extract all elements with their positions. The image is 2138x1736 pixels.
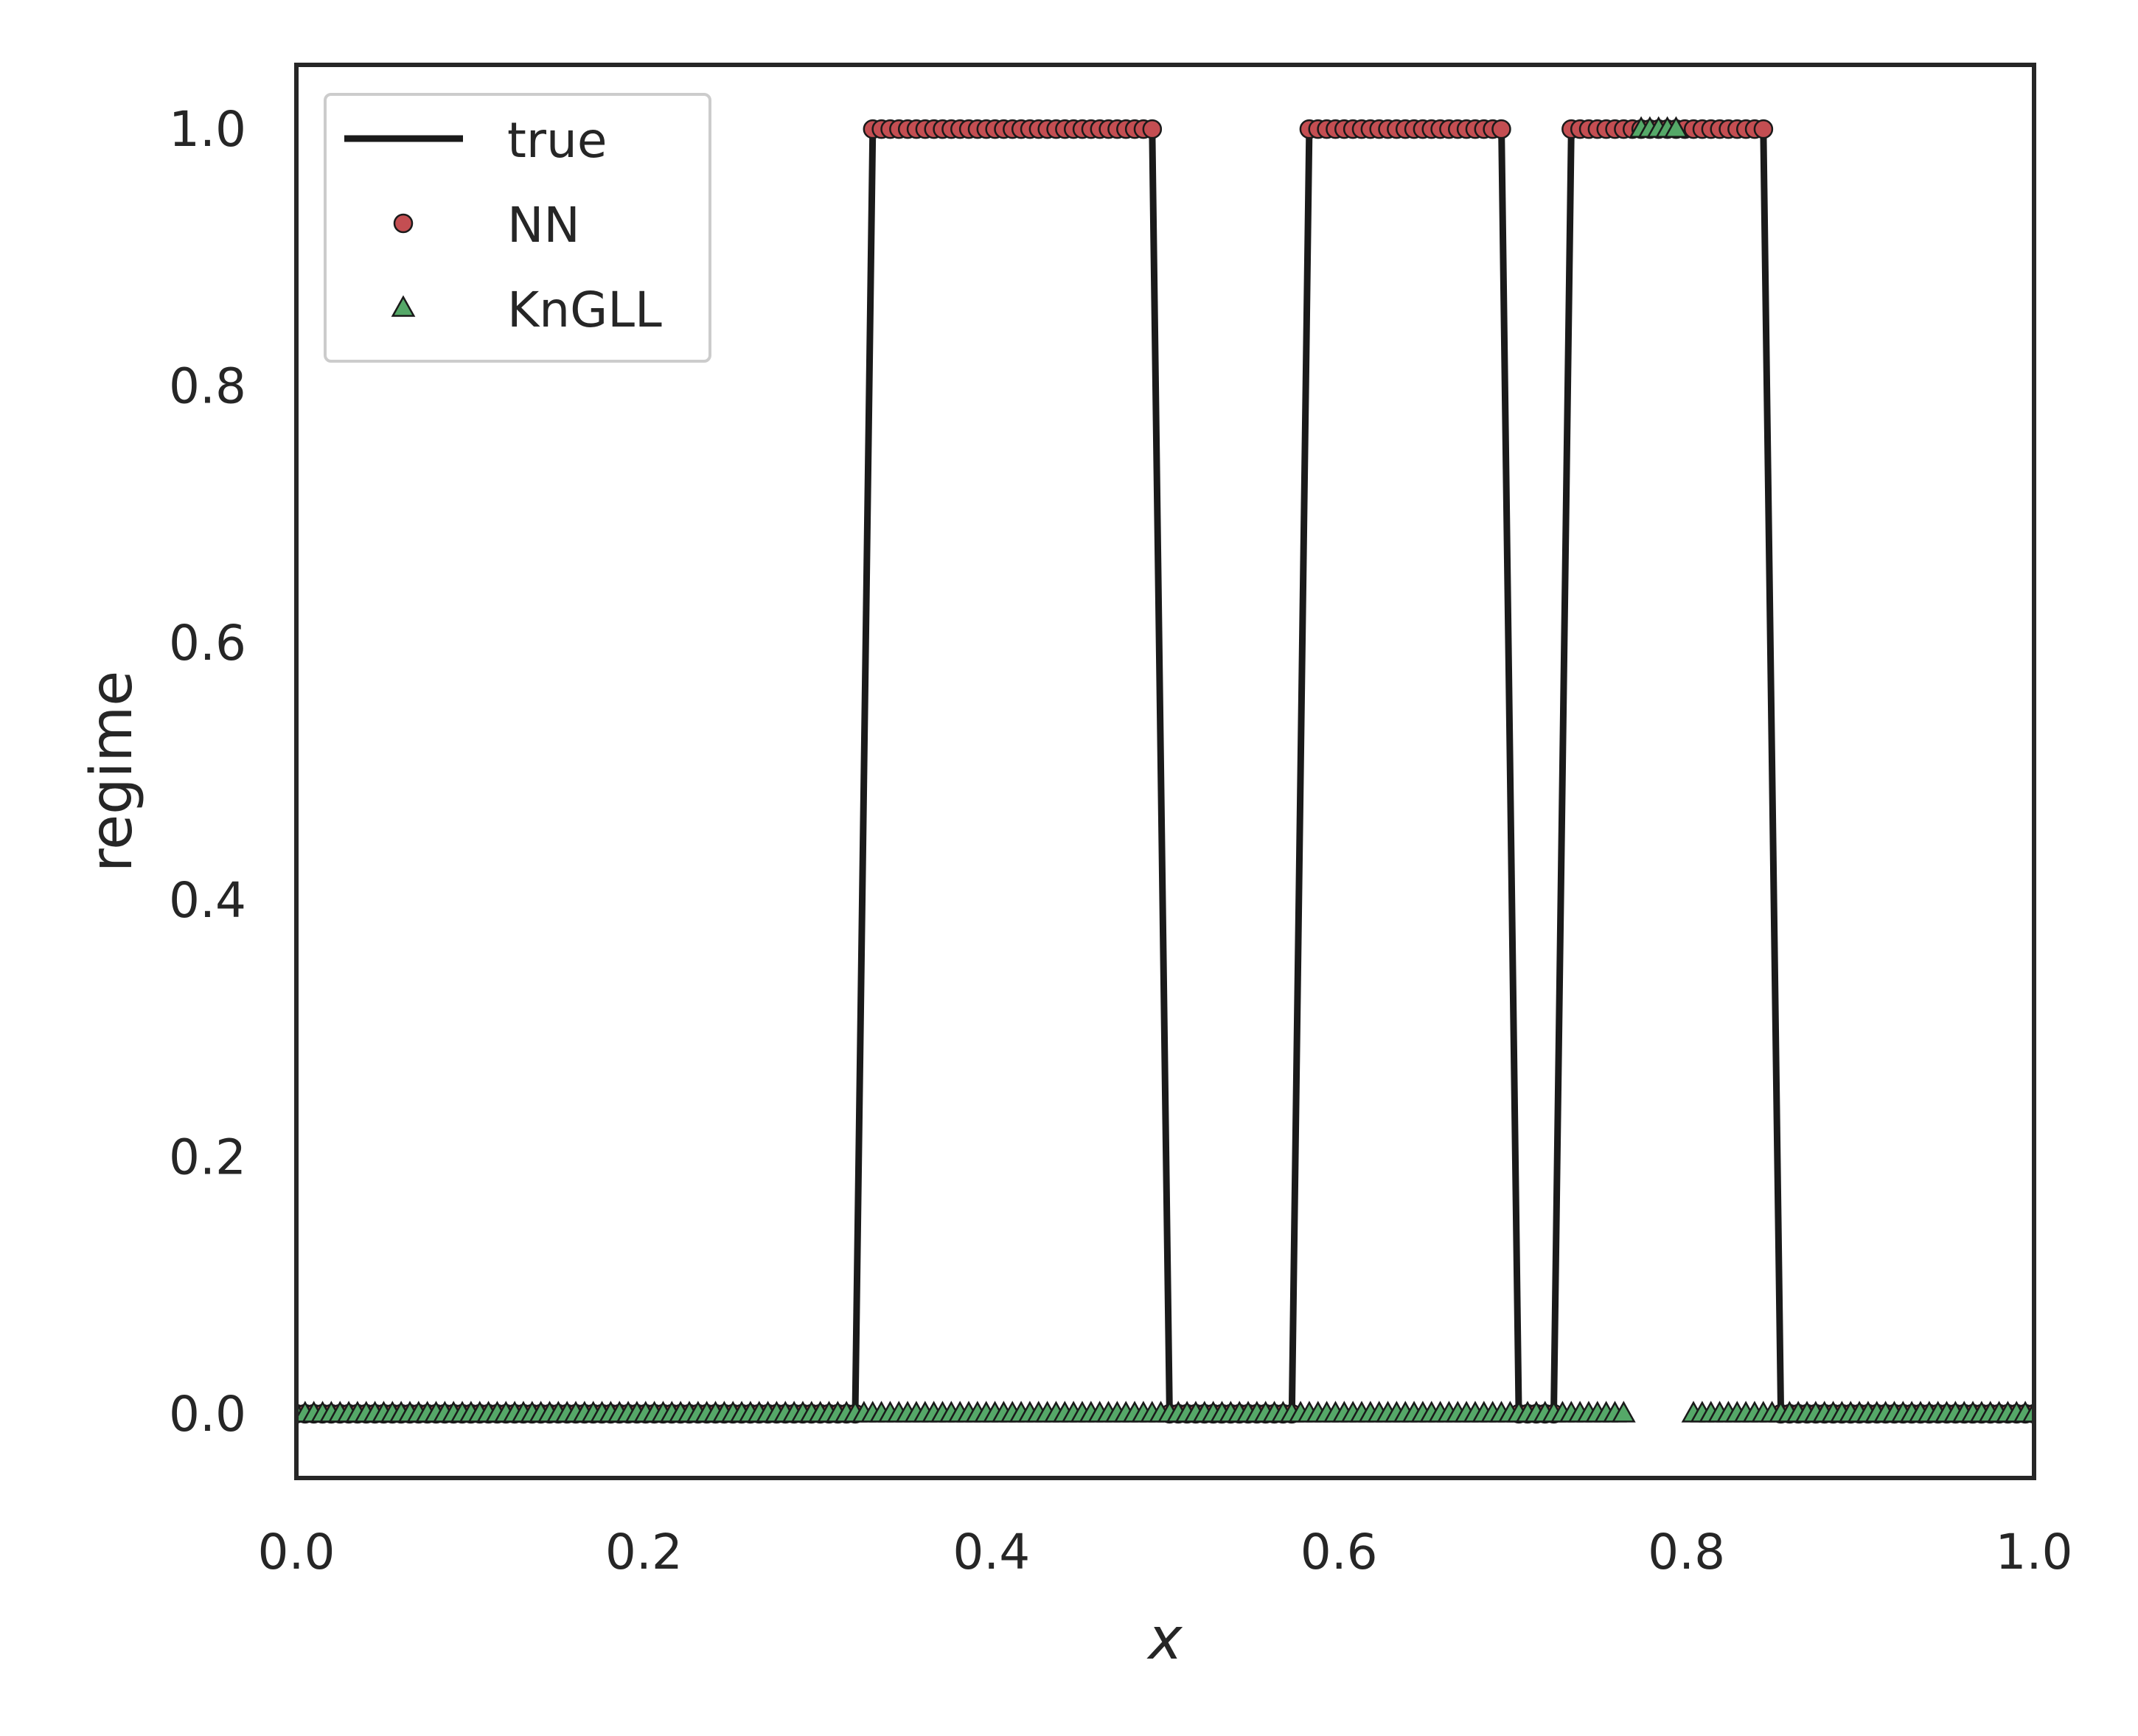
x-tick-label: 0.6: [1300, 1524, 1378, 1580]
y-axis-label: regime: [79, 671, 145, 873]
x-tick-label: 0.2: [605, 1524, 683, 1580]
y-tick-label: 0.6: [169, 615, 246, 672]
legend: true NN KnGLL: [324, 93, 711, 363]
legend-label: KnGLL: [507, 282, 662, 338]
x-axis-label: x: [1146, 1606, 1183, 1673]
knGLL-point: [1611, 1401, 1636, 1423]
x-tick-label: 1.0: [1996, 1524, 2073, 1580]
y-tick-label: 0.0: [169, 1386, 246, 1443]
x-tick-label: 0.4: [953, 1524, 1030, 1580]
legend-marker-knGLL: [391, 295, 416, 317]
axes-frame: [294, 63, 2036, 1480]
legend-marker-nn: [393, 213, 414, 234]
y-tick-label: 1.0: [169, 101, 246, 158]
x-tick-label: 0.0: [258, 1524, 335, 1580]
y-tick-label: 0.8: [169, 358, 246, 415]
legend-box: [324, 93, 711, 363]
markers: [296, 116, 2034, 1424]
nn-point: [1753, 119, 1774, 139]
ticks: 0.0 0.2 0.4 0.6 0.8 1.0 0.0 0.2 0.4 0.6 0.8 1.0: [169, 101, 2072, 1580]
x-tick-label: 0.8: [1648, 1524, 1725, 1580]
knGLL-point: [1664, 116, 1688, 138]
legend-label: true: [507, 112, 607, 169]
nn-point: [1491, 119, 1511, 139]
nn-point: [1142, 119, 1163, 139]
y-tick-label: 0.4: [169, 872, 246, 929]
plot-area: [296, 116, 2034, 1424]
y-tick-label: 0.2: [169, 1129, 246, 1185]
legend-label: NN: [507, 197, 580, 254]
